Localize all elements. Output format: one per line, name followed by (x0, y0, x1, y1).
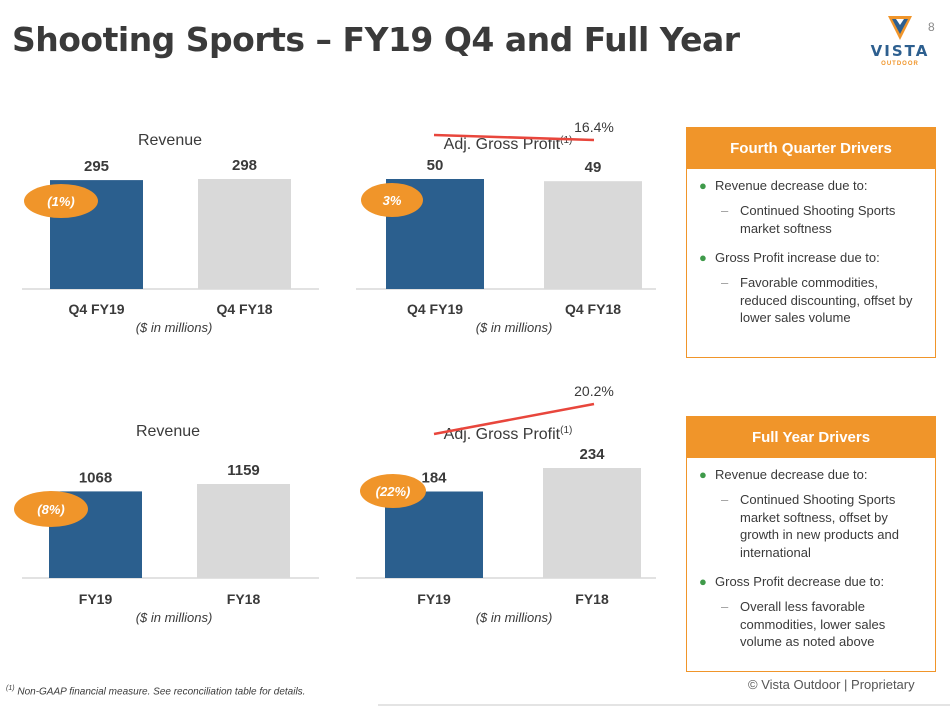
value-label-q4-fy19: 295 (84, 158, 109, 175)
category-label-q4-fy18: Q4 FY18 (216, 301, 272, 317)
dash-icon: – (721, 599, 729, 614)
fy-gross-profit-chart: Adj. Gross Profit(1) 184 234 17.2% 20.2%… (356, 383, 656, 625)
footnote-text: Non-GAAP financial measure. See reconcil… (17, 686, 306, 698)
category-label-q4-fy18: Q4 FY18 (565, 301, 621, 317)
margin-label-q4-fy18: 16.4% (574, 119, 614, 135)
logo-wordmark: VISTA (870, 42, 930, 60)
change-callout-text: 3% (383, 193, 402, 208)
bullet-dot-icon: ● (699, 250, 707, 265)
drivers-heading: Full Year Drivers (687, 417, 935, 458)
unit-note: ($ in millions) (476, 320, 553, 335)
margin-label-fy18: 20.2% (574, 383, 614, 399)
driver-bullet: ● Gross Profit increase due to: (697, 249, 925, 266)
footnote-mark: (1) (6, 685, 15, 692)
value-label-q4-fy18: 298 (232, 157, 257, 174)
unit-note: ($ in millions) (136, 610, 213, 625)
driver-bullet: ● Revenue decrease due to: (697, 466, 925, 483)
unit-note: ($ in millions) (476, 610, 553, 625)
vista-outdoor-logo: VISTA OUTDOOR (862, 14, 938, 74)
driver-bullet: ● Gross Profit decrease due to: (697, 573, 925, 590)
copyright: © Vista Outdoor | Proprietary (748, 677, 915, 692)
category-label-fy19: FY19 (417, 591, 451, 607)
logo-mark-icon (888, 16, 912, 40)
driver-text: Gross Profit decrease due to: (715, 574, 885, 589)
driver-sub-text: Favorable commodities, reduced discounti… (740, 275, 913, 325)
margin-label-q4-fy19: 16.9% (428, 114, 468, 130)
driver-sub-bullet: – Continued Shooting Sports market softne… (697, 202, 925, 237)
footer-rule (378, 704, 950, 706)
category-label-fy19: FY19 (79, 591, 113, 607)
change-callout-text: (1%) (47, 194, 74, 209)
category-label-q4-fy19: Q4 FY19 (407, 301, 463, 317)
margin-trend-line (433, 402, 595, 436)
change-callout-bubble (361, 183, 423, 217)
driver-text: Revenue decrease due to: (715, 467, 868, 482)
chart-title: Revenue (138, 132, 202, 149)
driver-sub-text: Continued Shooting Sports market softnes… (740, 492, 899, 560)
category-label-q4-fy19: Q4 FY19 (68, 301, 124, 317)
bullet-dot-icon: ● (699, 467, 707, 482)
driver-bullet: ● Revenue decrease due to: (697, 177, 925, 194)
change-callout-bubble (14, 491, 88, 527)
dash-icon: – (721, 492, 729, 507)
unit-note: ($ in millions) (136, 320, 213, 335)
driver-text: Revenue decrease due to: (715, 178, 868, 193)
driver-sub-text: Continued Shooting Sports market softnes… (740, 203, 896, 236)
full-year-drivers-box: Full Year Drivers ● Revenue decrease due … (686, 416, 936, 672)
bar-fy18 (197, 484, 290, 578)
chart-title: Adj. Gross Profit(1) (444, 135, 573, 153)
bullet-dot-icon: ● (699, 178, 707, 193)
fourth-quarter-drivers-box: Fourth Quarter Drivers ● Revenue decrease… (686, 127, 936, 358)
value-label-fy19: 184 (421, 470, 447, 487)
driver-sub-text: Overall less favorable commodities, lowe… (740, 599, 886, 649)
page-title: Shooting Sports – FY19 Q4 and Full Year (12, 20, 740, 59)
driver-sub-bullet: – Continued Shooting Sports market softne… (697, 491, 925, 561)
page-number: 8 (928, 20, 935, 34)
category-label-fy18: FY18 (575, 591, 609, 607)
change-callout-bubble (360, 474, 426, 508)
bar-fy18 (543, 468, 641, 578)
bar-q4-fy18 (544, 181, 642, 289)
category-label-fy18: FY18 (227, 591, 261, 607)
fy-revenue-chart: Revenue 1068 1159 FY19 FY18 ($ in millio… (14, 423, 319, 625)
value-label-q4-fy18: 49 (585, 159, 602, 176)
dash-icon: – (721, 203, 729, 218)
driver-text: Gross Profit increase due to: (715, 250, 880, 265)
bar-q4-fy18 (198, 179, 291, 289)
drivers-heading: Fourth Quarter Drivers (687, 128, 935, 169)
chart-title: Revenue (136, 423, 200, 440)
driver-sub-bullet: – Favorable commodities, reduced discount… (697, 274, 925, 327)
change-callout-text: (22%) (376, 484, 411, 499)
driver-sub-bullet: – Overall less favorable commodities, low… (697, 598, 925, 651)
footnote: (1) Non-GAAP financial measure. See reco… (6, 685, 305, 697)
q4-revenue-chart: Revenue 295 298 Q4 FY19 Q4 FY18 ($ in mi… (22, 132, 319, 335)
bullet-dot-icon: ● (699, 574, 707, 589)
dash-icon: – (721, 275, 729, 290)
value-label-q4-fy19: 50 (427, 157, 444, 174)
margin-label-fy19: 17.2% (426, 413, 466, 429)
change-callout-bubble (24, 184, 98, 218)
change-callout-text: (8%) (37, 502, 64, 517)
logo-subtitle: OUTDOOR (881, 61, 919, 67)
value-label-fy18: 1159 (227, 462, 260, 479)
margin-trend-line (433, 133, 595, 142)
chart-title: Adj. Gross Profit(1) (444, 425, 573, 443)
value-label-fy18: 234 (579, 446, 605, 463)
value-label-fy19: 1068 (79, 469, 112, 486)
q4-gross-profit-chart: Adj. Gross Profit(1) 50 49 16.9% 16.4% Q… (356, 114, 656, 335)
